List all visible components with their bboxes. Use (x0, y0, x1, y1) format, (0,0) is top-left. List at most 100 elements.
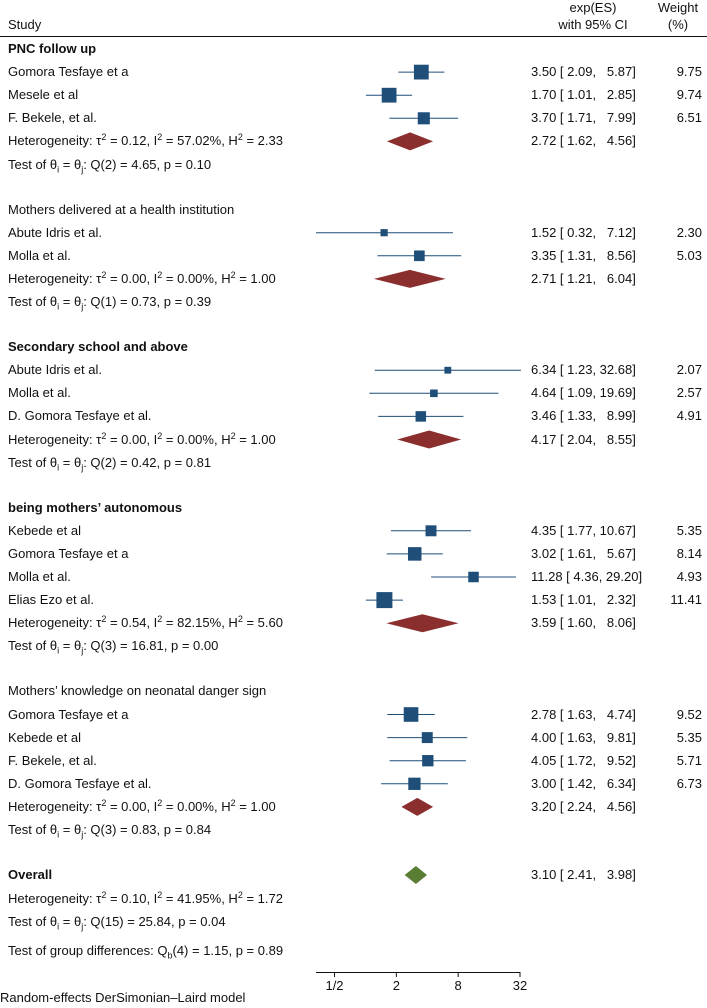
heterogeneity-tau2: = 0.00, I (106, 798, 158, 814)
heterogeneity-h2: = 1.00 (235, 270, 276, 286)
study-weight: 2.07 (676, 362, 702, 378)
test-mid: = θ (59, 454, 82, 470)
test-mid: = θ (59, 822, 82, 837)
group-test: Test of θi = θj: Q(3) = 16.81, p = 0.00 (8, 638, 219, 656)
group-pooled-diamond (373, 269, 446, 288)
heterogeneity-i2: = 0.00%, H (162, 798, 231, 814)
superscript-2: 2 (101, 132, 107, 143)
overall-test: Test of θi = θj: Q(15) = 25.84, p = 0.04 (8, 914, 226, 932)
subscript-j: j (81, 645, 84, 656)
group-pooled-es-ci: 3.20 [ 2.24, 4.56] (531, 798, 636, 814)
superscript-2: 2 (237, 132, 243, 143)
test-mid: = θ (59, 914, 82, 929)
study-weight: 5.35 (676, 729, 702, 745)
group-heterogeneity: Heterogeneity: τ2 = 0.54, I2 = 82.15%, H… (8, 615, 283, 631)
heterogeneity-i2: = 57.02%, H (162, 133, 238, 149)
study-weight-square (376, 592, 393, 609)
group-test: Test of θi = θj: Q(3) = 0.83, p = 0.84 (8, 822, 212, 840)
study-column-header: Study (8, 17, 42, 32)
study-weight: 4.93 (676, 569, 702, 584)
group-heterogeneity: Heterogeneity: τ2 = 0.00, I2 = 0.00%, H2… (8, 797, 276, 815)
heterogeneity-i2: = 0.00%, H (162, 270, 231, 286)
heterogeneity-i2: = 82.15%, H (162, 615, 238, 631)
study-weight-square (417, 112, 430, 125)
heterogeneity-h2: = 2.33 (242, 133, 283, 149)
x-tick-label: 8 (454, 978, 462, 993)
superscript-2: 2 (237, 614, 243, 625)
group-title: Mothers’ knowledge on neonatal danger si… (8, 683, 267, 699)
x-tick-label: 1/2 (325, 978, 344, 993)
superscript-2: 2 (101, 797, 107, 808)
es-column-header-line2: with 95% CI (558, 17, 628, 32)
study-name: F. Bekele, et al. (8, 110, 97, 126)
test-mid: = θ (59, 156, 82, 172)
group-pooled-es-ci: 3.59 [ 1.60, 8.06] (531, 615, 636, 631)
heterogeneity-h2: = 5.60 (242, 615, 283, 631)
test-rest: : Q(3) = 0.83, p = 0.84 (83, 822, 212, 837)
subscript-i: i (57, 829, 60, 840)
weight-column-header-line1: Weight (657, 0, 699, 15)
study-weight: 9.52 (676, 706, 702, 722)
study-name: D. Gomora Tesfaye et al. (8, 775, 152, 791)
group-title: Secondary school and above (8, 339, 188, 355)
subscript-j: j (81, 301, 84, 312)
study-name: Molla et al. (8, 247, 71, 263)
heterogeneity-prefix: Heterogeneity: τ (8, 615, 102, 631)
test-prefix: Test of θ (8, 454, 58, 470)
study-es-ci: 3.50 [ 2.09, 5.87] (531, 64, 636, 80)
overall-diamond (404, 866, 428, 884)
es-column-header-line1: exp(ES) (569, 0, 617, 15)
study-es-ci: 1.70 [ 1.01, 2.85] (531, 87, 636, 103)
heterogeneity-tau2: = 0.00, I (106, 431, 158, 447)
subscript-i: i (57, 462, 60, 473)
group-test: Test of θi = θj: Q(2) = 4.65, p = 0.10 (8, 156, 212, 175)
subscript-j: j (81, 462, 84, 473)
study-es-ci: 3.70 [ 1.71, 7.99] (531, 110, 636, 126)
study-es-ci: 4.05 [ 1.72, 9.52] (531, 752, 636, 768)
overall-heterogeneity: Heterogeneity: τ2 = 0.10, I2 = 41.95%, H… (8, 891, 283, 907)
subscript-j: j (81, 921, 84, 932)
study-weight-square (380, 229, 388, 237)
group-test-rest: (4) = 1.15, p = 0.89 (172, 943, 284, 958)
heterogeneity-i2: = 41.95%, H (162, 891, 238, 906)
study-name: Abute Idris et al. (8, 224, 102, 240)
heterogeneity-h2: = 1.72 (242, 891, 283, 906)
superscript-2: 2 (157, 430, 163, 441)
study-name: Abute Idris et al. (8, 362, 102, 378)
study-weight: 2.30 (676, 224, 702, 240)
group-pooled-es-ci: 4.17 [ 2.04, 8.55] (531, 431, 636, 447)
superscript-2: 2 (101, 430, 107, 441)
group-test: Test of θi = θj: Q(2) = 0.42, p = 0.81 (8, 454, 212, 473)
group-test-prefix: Test of group differences: Q (8, 943, 168, 958)
study-es-ci: 6.34 [ 1.23, 32.68] (531, 362, 636, 378)
study-es-ci: 4.35 [ 1.77, 10.67] (531, 522, 636, 538)
study-es-ci: 4.00 [ 1.63, 9.81] (531, 729, 636, 745)
test-rest: : Q(2) = 0.42, p = 0.81 (83, 454, 212, 470)
heterogeneity-prefix: Heterogeneity: τ (8, 798, 102, 814)
group-test-subscript: b (167, 950, 173, 961)
test-rest: : Q(3) = 16.81, p = 0.00 (83, 638, 219, 654)
test-prefix: Test of θ (8, 294, 58, 309)
subscript-i: i (57, 301, 60, 312)
superscript-2: 2 (101, 614, 107, 625)
study-weight: 6.51 (676, 110, 702, 126)
study-weight: 9.74 (676, 87, 702, 103)
study-name: Gomora Tesfaye et a (8, 64, 129, 80)
study-weight-square (425, 525, 437, 537)
study-weight-square (444, 366, 452, 374)
heterogeneity-prefix: Heterogeneity: τ (8, 431, 102, 447)
study-weight: 8.14 (676, 545, 702, 561)
heterogeneity-prefix: Heterogeneity: τ (8, 891, 102, 906)
study-weight: 5.03 (676, 247, 702, 263)
test-prefix: Test of θ (8, 914, 58, 929)
study-es-ci: 4.64 [ 1.09, 19.69] (531, 385, 636, 401)
test-rest: : Q(2) = 4.65, p = 0.10 (83, 156, 212, 172)
study-name: Molla et al. (8, 385, 71, 401)
superscript-2: 2 (230, 797, 236, 808)
superscript-2: 2 (101, 890, 107, 900)
superscript-2: 2 (230, 430, 236, 441)
test-mid: = θ (59, 638, 82, 654)
subscript-j: j (81, 164, 84, 175)
group-heterogeneity: Heterogeneity: τ2 = 0.00, I2 = 0.00%, H2… (8, 270, 276, 287)
test-prefix: Test of θ (8, 638, 58, 654)
